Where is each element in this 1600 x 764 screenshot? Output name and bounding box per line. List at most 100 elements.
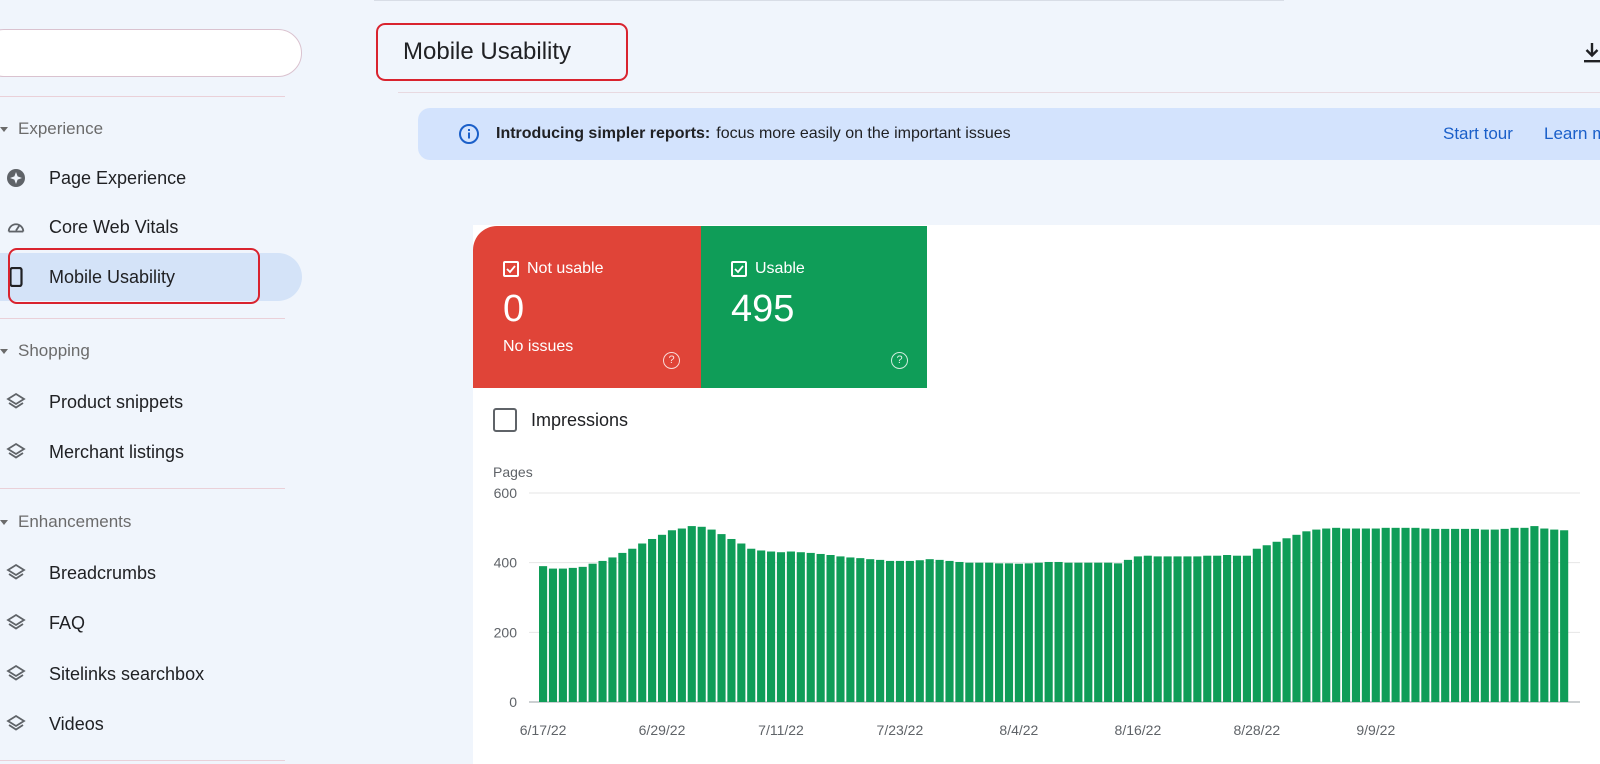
bar[interactable] [1520, 527, 1529, 702]
bar[interactable] [1510, 527, 1519, 702]
bar[interactable] [866, 559, 875, 702]
bar[interactable] [628, 548, 637, 702]
bar[interactable] [1540, 528, 1549, 702]
bar[interactable] [1332, 527, 1341, 702]
bar[interactable] [905, 560, 914, 702]
bar[interactable] [995, 563, 1004, 702]
bar[interactable] [1123, 559, 1133, 702]
bar[interactable] [1500, 528, 1509, 702]
section-shopping[interactable]: Shopping [0, 339, 90, 363]
bar[interactable] [1153, 556, 1162, 702]
bar[interactable] [895, 560, 905, 702]
bar[interactable] [925, 559, 934, 702]
not-usable-tile[interactable]: Not usable 0 No issues ? [473, 226, 701, 388]
bar[interactable] [648, 538, 657, 702]
bar[interactable] [1133, 556, 1142, 702]
bar[interactable] [786, 551, 795, 702]
bar[interactable] [1361, 528, 1370, 702]
bar[interactable] [975, 562, 984, 702]
help-icon[interactable]: ? [663, 352, 680, 369]
bar[interactable] [1094, 562, 1103, 702]
bar[interactable] [1113, 563, 1123, 702]
bar[interactable] [955, 561, 964, 702]
bar[interactable] [846, 557, 855, 702]
bar[interactable] [876, 559, 885, 702]
bar[interactable] [737, 543, 746, 702]
bar[interactable] [806, 552, 815, 702]
bar[interactable] [1213, 555, 1222, 702]
bar[interactable] [1470, 528, 1479, 702]
bar[interactable] [638, 543, 647, 702]
bar[interactable] [1371, 528, 1380, 702]
bar[interactable] [539, 566, 548, 702]
bar[interactable] [856, 558, 865, 702]
bar[interactable] [796, 552, 805, 702]
bar[interactable] [1490, 529, 1499, 702]
section-experience[interactable]: Experience [0, 117, 103, 141]
bar[interactable] [568, 567, 577, 702]
section-enhancements[interactable]: Enhancements [0, 510, 131, 534]
bar[interactable] [1302, 531, 1311, 702]
bar[interactable] [1262, 545, 1271, 702]
bar[interactable] [1431, 528, 1440, 702]
bar[interactable] [1530, 526, 1539, 702]
usable-checkbox[interactable]: Usable [731, 260, 805, 278]
bar[interactable] [1242, 555, 1251, 702]
bar[interactable] [1183, 556, 1192, 702]
bar[interactable] [548, 568, 558, 702]
bar[interactable] [1074, 562, 1083, 702]
bar[interactable] [1163, 556, 1172, 702]
bar[interactable] [1104, 562, 1113, 702]
bar[interactable] [558, 568, 567, 702]
bar[interactable] [1441, 528, 1450, 702]
start-tour-link[interactable]: Start tour [1443, 124, 1513, 143]
bar[interactable] [1292, 534, 1301, 702]
bar[interactable] [1322, 528, 1331, 702]
sidebar-item-merchant-listings[interactable]: Merchant listings [0, 428, 300, 476]
bar[interactable] [1480, 529, 1489, 702]
bar[interactable] [1411, 527, 1420, 702]
bar[interactable] [935, 559, 944, 702]
bar[interactable] [1252, 548, 1261, 702]
bar[interactable] [826, 555, 835, 702]
bar[interactable] [1401, 527, 1410, 702]
bar[interactable] [1282, 538, 1291, 702]
bar[interactable] [747, 548, 756, 702]
bar[interactable] [816, 553, 825, 702]
sidebar-item-page-experience[interactable]: Page Experience [0, 154, 300, 202]
bar[interactable] [697, 526, 706, 702]
bar[interactable] [1232, 555, 1242, 702]
bar[interactable] [1223, 555, 1232, 702]
bar[interactable] [1451, 528, 1460, 702]
bar[interactable] [707, 529, 716, 702]
bar[interactable] [836, 556, 845, 702]
bar[interactable] [767, 551, 776, 702]
bar[interactable] [1193, 556, 1202, 702]
sidebar-item-product-snippets[interactable]: Product snippets [0, 378, 300, 426]
sidebar-item-faq[interactable]: FAQ [0, 599, 300, 647]
bar[interactable] [727, 538, 736, 702]
bar[interactable] [1351, 528, 1361, 702]
bar[interactable] [1084, 562, 1093, 702]
bar[interactable] [1560, 530, 1569, 702]
bar[interactable] [1421, 528, 1430, 702]
bar[interactable] [1381, 527, 1390, 702]
bar[interactable] [677, 528, 686, 702]
sidebar-item-core-web-vitals[interactable]: Core Web Vitals [0, 203, 300, 251]
bar[interactable] [1034, 562, 1043, 702]
bar[interactable] [1173, 556, 1182, 702]
help-icon[interactable]: ? [891, 352, 908, 369]
bar[interactable] [1004, 563, 1014, 702]
bar[interactable] [1312, 529, 1321, 702]
bar[interactable] [717, 534, 726, 702]
bar[interactable] [618, 552, 627, 702]
bar[interactable] [657, 534, 667, 702]
bar[interactable] [1203, 555, 1212, 702]
bar[interactable] [1024, 563, 1033, 702]
bar[interactable] [667, 530, 677, 702]
bar[interactable] [608, 557, 617, 702]
bar[interactable] [578, 566, 587, 702]
bar[interactable] [598, 560, 607, 702]
bar[interactable] [687, 526, 696, 702]
bar[interactable] [588, 563, 597, 702]
